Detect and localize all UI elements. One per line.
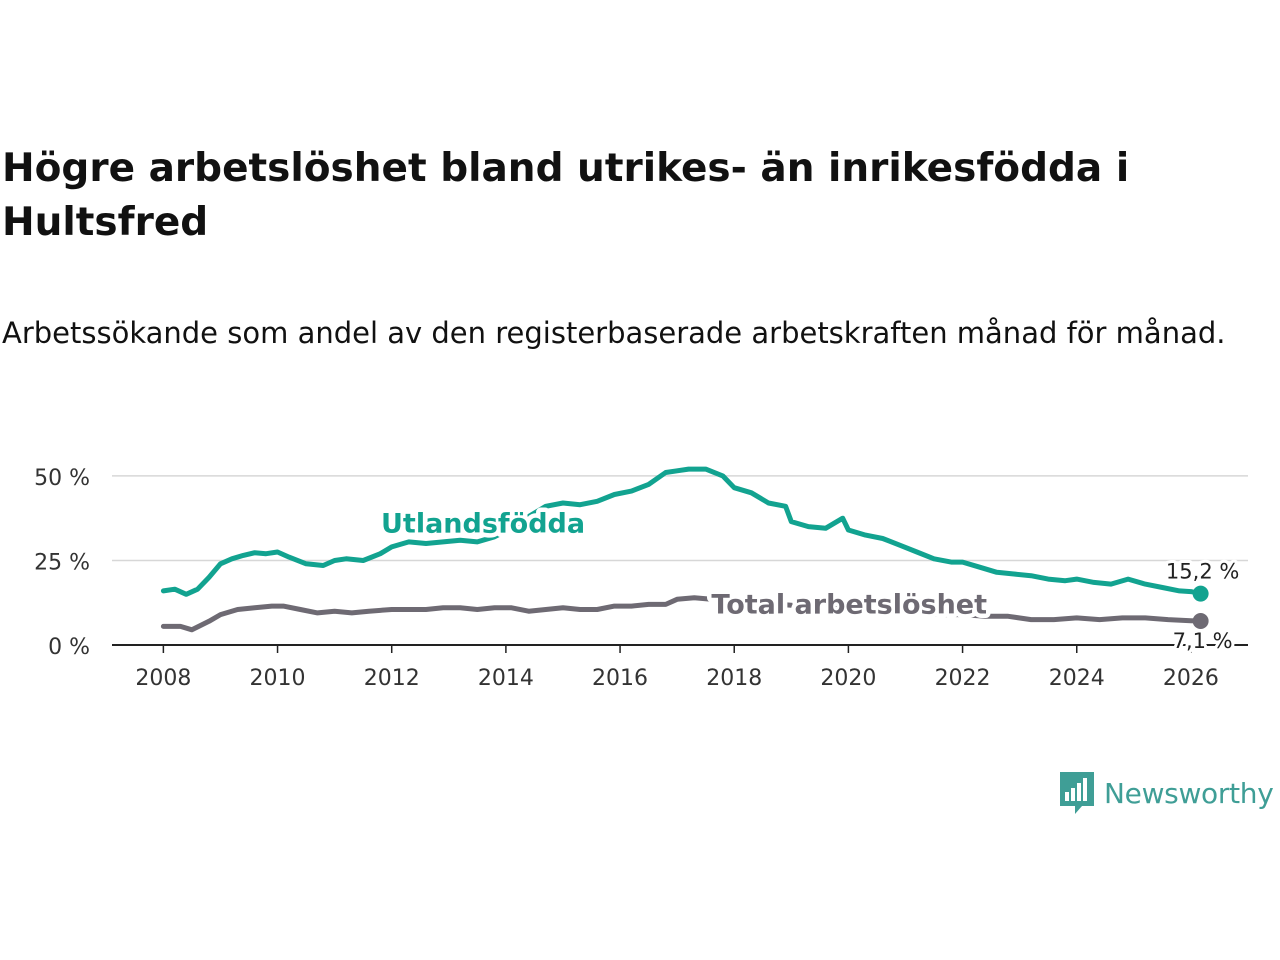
y-tick-label: 50 % [34,466,90,491]
line-chart: 0 % 25 % 50 % 2008 2010 2012 2014 2016 2018 2020… [34,466,1248,691]
series-endpoint-total [1192,612,1209,629]
series-labels: Utlandsfödda Total arbetslöshet 15,2 % 7,1 … [377,504,1243,656]
series-lines [160,466,1209,633]
y-axis: 0 % 25 % 50 % [34,466,90,660]
series-line-utlandsfodda [160,466,1204,597]
x-axis: 2008 2010 2012 2014 2016 2018 2020 2022 2024 2026 [112,644,1248,691]
newsworthy-brand-name: Newsworthy [1104,776,1274,810]
end-value-label: 15,2 % [1166,560,1239,584]
y-tick-label: 0 % [48,635,90,660]
gridlines [112,475,1248,562]
x-tick-label: 2010 [250,666,306,691]
x-tick-label: 2014 [478,666,534,691]
series-label: Total arbetslöshet [711,590,987,621]
x-tick-label: 2018 [706,666,762,691]
x-tick-label: 2024 [1049,666,1105,691]
newsworthy-logo-icon [1060,772,1094,814]
series-endpoint-utlandsfodda [1192,585,1209,602]
x-tick-label: 2012 [364,666,420,691]
series-line-total [160,595,1204,633]
x-tick-label: 2016 [592,666,648,691]
x-tick-label: 2022 [935,666,991,691]
chart-subtitle: Arbetssökande som andel av den registerb… [2,316,1226,350]
chart-title: Högre arbetslöshet bland utrikes- än inr… [2,146,1130,245]
x-tick-label: 2008 [135,666,191,691]
x-tick-label: 2020 [820,666,876,691]
series-label: Utlandsfödda [381,509,585,540]
newsworthy-brand[interactable]: Newsworthy [1058,770,1274,816]
y-tick-label: 25 % [34,550,90,575]
end-value-label: 7,1 % [1173,629,1233,653]
x-tick-label: 2026 [1163,666,1219,691]
